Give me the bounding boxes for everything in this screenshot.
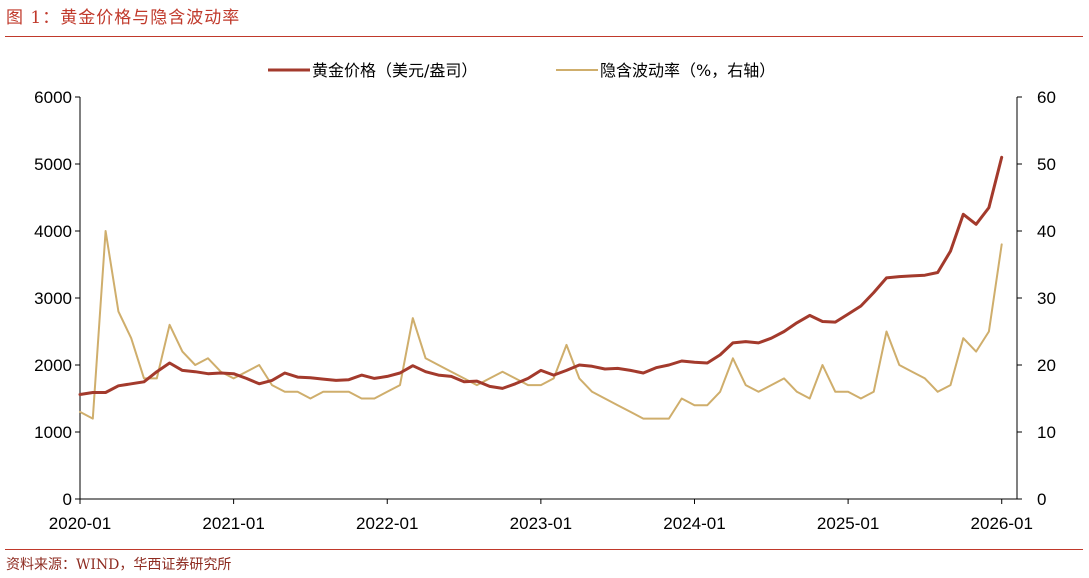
legend: 黄金价格（美元/盎司） 隐含波动率（%，右轴） [268, 61, 775, 80]
x-tick-label: 2021-01 [202, 514, 264, 533]
legend-label: 黄金价格（美元/盎司） [312, 61, 477, 80]
x-tick-label: 2025-01 [817, 514, 879, 533]
y-right-tick-label: 60 [1037, 88, 1056, 107]
top-rule [5, 36, 1083, 37]
gold-price-line [78, 155, 1004, 396]
figure-title: 图 1：黄金价格与隐含波动率 [6, 8, 241, 28]
y-left-tick-label: 1000 [34, 423, 72, 442]
y-left-tick-label: 3000 [34, 289, 72, 308]
y-left-tick-label: 5000 [34, 155, 72, 174]
y-right-tick-label: 40 [1037, 222, 1056, 241]
x-tick-label: 2023-01 [510, 514, 572, 533]
axes: 0 1000 2000 3000 4000 5000 6000 0 10 20 30 40 50 60 20… [34, 88, 1056, 533]
y-right-tick-label: 50 [1037, 155, 1056, 174]
x-tick-label: 2026-01 [971, 514, 1033, 533]
x-tick-label: 2024-01 [663, 514, 725, 533]
y-right-tick-label: 0 [1037, 490, 1046, 509]
y-left-tick-label: 2000 [34, 356, 72, 375]
y-left-tick-label: 6000 [34, 88, 72, 107]
bottom-rule [5, 549, 1083, 550]
y-right-tick-label: 10 [1037, 423, 1056, 442]
y-right-tick-label: 30 [1037, 289, 1056, 308]
legend-label: 隐含波动率（%，右轴） [600, 61, 775, 80]
y-right-tick-label: 20 [1037, 356, 1056, 375]
y-left-tick-label: 4000 [34, 222, 72, 241]
source-note: 资料来源：WIND，华西证券研究所 [6, 557, 232, 573]
implied-vol-line [79, 230, 1003, 420]
series-layer [78, 155, 1004, 420]
x-tick-label: 2020-01 [49, 514, 111, 533]
y-left-tick-label: 0 [63, 490, 72, 509]
x-tick-label: 2022-01 [356, 514, 418, 533]
